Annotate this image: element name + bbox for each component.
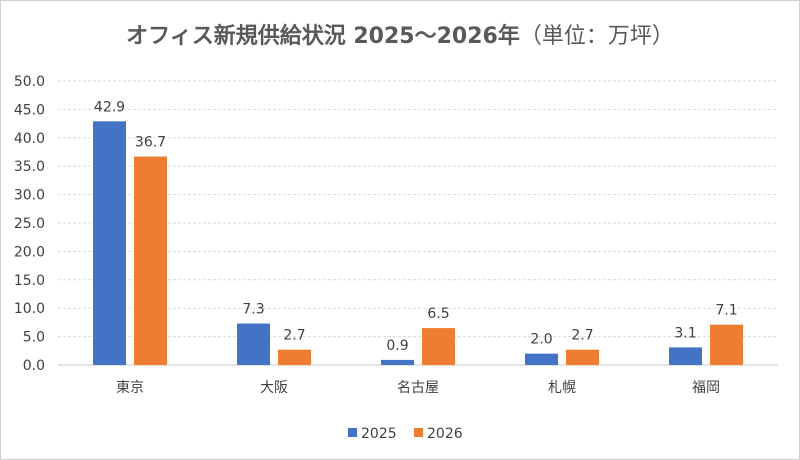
x-tick-label: 福岡 xyxy=(692,380,720,396)
x-tick-label: 札幌 xyxy=(548,380,576,396)
bar-2026 xyxy=(710,324,743,365)
legend-label: 2026 xyxy=(427,426,463,442)
x-tick-label: 名古屋 xyxy=(397,380,439,396)
x-tick-label: 東京 xyxy=(116,380,144,396)
y-tick-label: 25.0 xyxy=(14,216,45,232)
bar-2026 xyxy=(566,349,599,365)
chart-title-unit: （単位：万坪） xyxy=(519,24,674,49)
data-label: 2.7 xyxy=(571,328,593,344)
bar-2026 xyxy=(134,156,167,365)
y-tick-label: 45.0 xyxy=(14,102,45,118)
data-label: 7.1 xyxy=(715,303,737,319)
legend-label: 2025 xyxy=(361,426,397,442)
bar-2025 xyxy=(525,353,558,365)
x-tick-label: 大阪 xyxy=(260,380,288,396)
y-tick-label: 0.0 xyxy=(23,358,45,374)
y-tick-label: 20.0 xyxy=(14,244,45,260)
bar-2026 xyxy=(278,349,311,365)
y-tick-label: 10.0 xyxy=(14,301,45,317)
y-tick-label: 35.0 xyxy=(14,159,45,175)
y-tick-label: 50.0 xyxy=(14,74,45,90)
y-tick-label: 15.0 xyxy=(14,273,45,289)
data-label: 42.9 xyxy=(94,99,125,115)
bar-2025 xyxy=(93,121,126,365)
data-label: 7.3 xyxy=(242,302,264,318)
legend-swatch-2025 xyxy=(348,428,357,437)
chart-title-main: オフィス新規供給状況 2025～2026年 xyxy=(126,24,520,49)
data-label: 2.7 xyxy=(283,328,305,344)
data-label: 0.9 xyxy=(386,338,408,354)
legend-swatch-2026 xyxy=(414,428,423,437)
data-label: 3.1 xyxy=(674,325,696,341)
y-tick-label: 5.0 xyxy=(23,330,45,346)
y-tick-label: 30.0 xyxy=(14,188,45,204)
data-label: 6.5 xyxy=(427,306,449,322)
bar-2025 xyxy=(669,347,702,365)
bar-2025 xyxy=(381,359,414,365)
y-tick-label: 40.0 xyxy=(14,131,45,147)
data-label: 36.7 xyxy=(135,135,166,151)
data-label: 2.0 xyxy=(530,332,552,348)
chart-title: オフィス新規供給状況 2025～2026年（単位：万坪） xyxy=(0,18,800,50)
bar-2025 xyxy=(237,323,270,365)
bar-2026 xyxy=(422,328,455,365)
